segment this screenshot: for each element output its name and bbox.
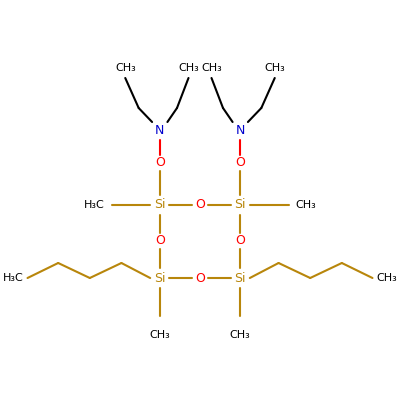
Text: N: N: [155, 124, 164, 136]
Text: N: N: [236, 124, 245, 136]
Text: CH₃: CH₃: [264, 63, 285, 73]
Text: H₃C: H₃C: [3, 273, 24, 283]
Text: H₃C: H₃C: [84, 200, 104, 210]
Text: CH₃: CH₃: [201, 63, 222, 73]
Text: O: O: [195, 272, 205, 284]
Text: CH₃: CH₃: [230, 330, 251, 340]
Text: CH₃: CH₃: [149, 330, 170, 340]
Text: O: O: [235, 156, 245, 170]
Text: Si: Si: [154, 198, 166, 212]
Text: O: O: [155, 156, 165, 170]
Text: CH₃: CH₃: [115, 63, 136, 73]
Text: CH₃: CH₃: [178, 63, 199, 73]
Text: O: O: [195, 198, 205, 212]
Text: CH₃: CH₃: [376, 273, 397, 283]
Text: O: O: [155, 234, 165, 248]
Text: Si: Si: [154, 272, 166, 284]
Text: CH₃: CH₃: [296, 200, 316, 210]
Text: Si: Si: [234, 272, 246, 284]
Text: O: O: [235, 234, 245, 248]
Text: Si: Si: [234, 198, 246, 212]
